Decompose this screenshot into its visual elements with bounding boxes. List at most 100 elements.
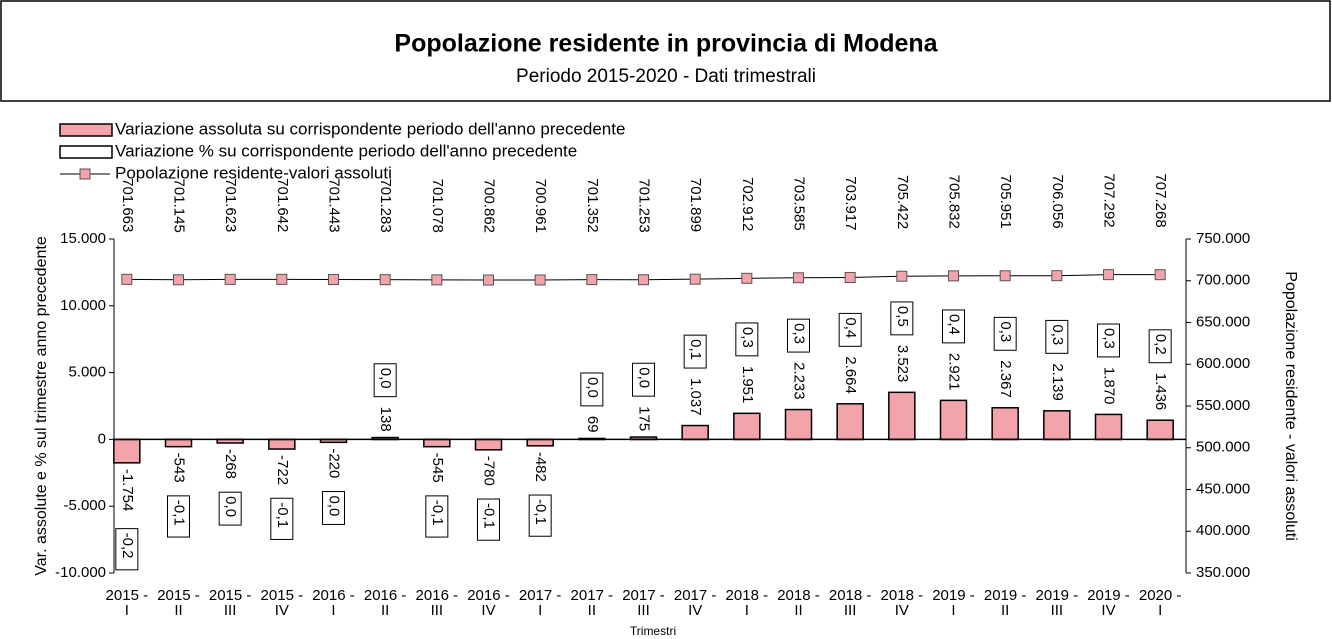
data-label: 707.268 — [1152, 173, 1169, 227]
bar — [991, 407, 1019, 441]
data-label: 705.422 — [894, 175, 911, 229]
marker — [638, 274, 649, 286]
bar — [681, 424, 709, 441]
x-tick-label: 2015 - III — [208, 587, 252, 619]
data-label: -1.754 — [119, 469, 136, 512]
data-label: 69 — [584, 416, 601, 433]
marker — [1051, 270, 1063, 282]
data-label: 2.139 — [1049, 363, 1066, 401]
data-label: 138 — [377, 407, 394, 432]
label-box — [115, 528, 139, 571]
label-box — [270, 497, 294, 540]
marker — [844, 271, 856, 283]
y-tick-label: 0 — [98, 430, 106, 447]
marker — [948, 270, 959, 282]
y2-tick-label: 450.000 — [1196, 480, 1250, 497]
x-tick-label: 2017 - I — [518, 587, 562, 619]
x-tick-label: 2018 - II — [777, 587, 820, 619]
marker — [534, 274, 546, 286]
label-box — [632, 362, 655, 397]
data-label: 0,3 — [791, 323, 808, 344]
x-tick-label: 2019 - II — [983, 587, 1027, 619]
data-label: 0,0 — [377, 368, 394, 389]
data-label: 0,5 — [894, 306, 911, 327]
label-box — [580, 372, 604, 407]
data-label: 705.951 — [997, 175, 1014, 229]
marker — [379, 274, 391, 286]
data-label: 2.233 — [791, 362, 808, 400]
x-tick-label: 2016 - II — [363, 587, 407, 619]
data-label: -0,1 — [429, 500, 446, 526]
bar — [939, 399, 968, 441]
data-label: 175 — [636, 406, 653, 431]
y2-tick-label: 400.000 — [1196, 522, 1250, 539]
x-tick-label: 2019 - III — [1035, 587, 1079, 619]
y-axis-label: Var. assolute e % sul trimestre anno pre… — [33, 236, 50, 576]
data-label: 0,4 — [946, 314, 963, 335]
x-tick-label: 2015 - IV — [260, 587, 304, 619]
x-tick-label: 2016 - IV — [467, 587, 510, 619]
data-label: 2.664 — [842, 356, 859, 394]
y-tick-label: -5.000 — [63, 497, 106, 514]
data-label: -545 — [429, 453, 446, 483]
marker — [586, 274, 598, 286]
data-label: 705.832 — [946, 175, 963, 229]
label-box — [528, 494, 552, 537]
x-tick-label: 2018 - III — [828, 587, 872, 619]
bar — [1146, 419, 1174, 441]
x-tick-label: 2015 - II — [157, 587, 200, 619]
marker — [276, 273, 288, 285]
data-label: 701.642 — [274, 178, 291, 232]
x-tick-label: 2018 - IV — [880, 587, 924, 619]
y2-tick-label: 350.000 — [1196, 564, 1250, 581]
legend-label: Variazione assoluta su corrispondente pe… — [115, 119, 625, 138]
data-label: 701.283 — [377, 178, 394, 232]
data-label: 0,2 — [1152, 334, 1169, 355]
marker — [689, 273, 701, 285]
data-label: -0,1 — [481, 503, 498, 529]
data-label: -780 — [481, 456, 498, 486]
data-label: 0,0 — [326, 496, 343, 517]
label-box — [425, 495, 449, 538]
data-label: -722 — [274, 455, 291, 485]
label-box — [683, 334, 707, 369]
legend-label: Variazione % su corrispondente periodo d… — [115, 141, 577, 160]
data-label: 701.443 — [326, 178, 343, 232]
bar — [526, 438, 554, 447]
bar — [474, 438, 503, 451]
chart-title: Popolazione residente in provincia di Mo… — [394, 30, 938, 58]
marker — [483, 274, 494, 286]
marker — [121, 273, 133, 285]
x-tick-label: 2015 - I — [105, 587, 149, 619]
label-box — [1045, 319, 1069, 354]
data-label: 0,0 — [222, 496, 239, 517]
x-tick-label: 2017 - II — [570, 587, 614, 619]
label-box — [477, 498, 500, 541]
x-tick-label: 2018 - I — [725, 587, 769, 619]
data-label: -0,2 — [119, 533, 136, 559]
legend-swatch — [59, 123, 113, 137]
data-label: 2.921 — [946, 353, 963, 391]
data-label: 701.663 — [119, 178, 136, 232]
data-label: 700.961 — [532, 179, 549, 233]
data-label: 3.523 — [894, 345, 911, 383]
title-box — [0, 0, 1331, 102]
data-label: 703.585 — [791, 177, 808, 231]
data-label: 703.917 — [842, 176, 859, 230]
legend-marker — [79, 168, 91, 180]
data-label: 2.367 — [997, 360, 1014, 398]
data-label: -0,1 — [171, 500, 188, 526]
data-label: 701.078 — [429, 179, 446, 233]
data-label: 0,3 — [1101, 328, 1118, 349]
data-label: 0,4 — [842, 317, 859, 338]
marker — [1103, 269, 1114, 281]
data-label: -220 — [326, 448, 343, 478]
legend-swatch — [59, 145, 113, 159]
data-label: 701.253 — [636, 178, 653, 232]
data-label: 1.037 — [687, 378, 704, 416]
marker — [1154, 269, 1166, 281]
marker — [999, 270, 1011, 282]
marker — [224, 273, 236, 285]
label-box — [1148, 329, 1172, 364]
